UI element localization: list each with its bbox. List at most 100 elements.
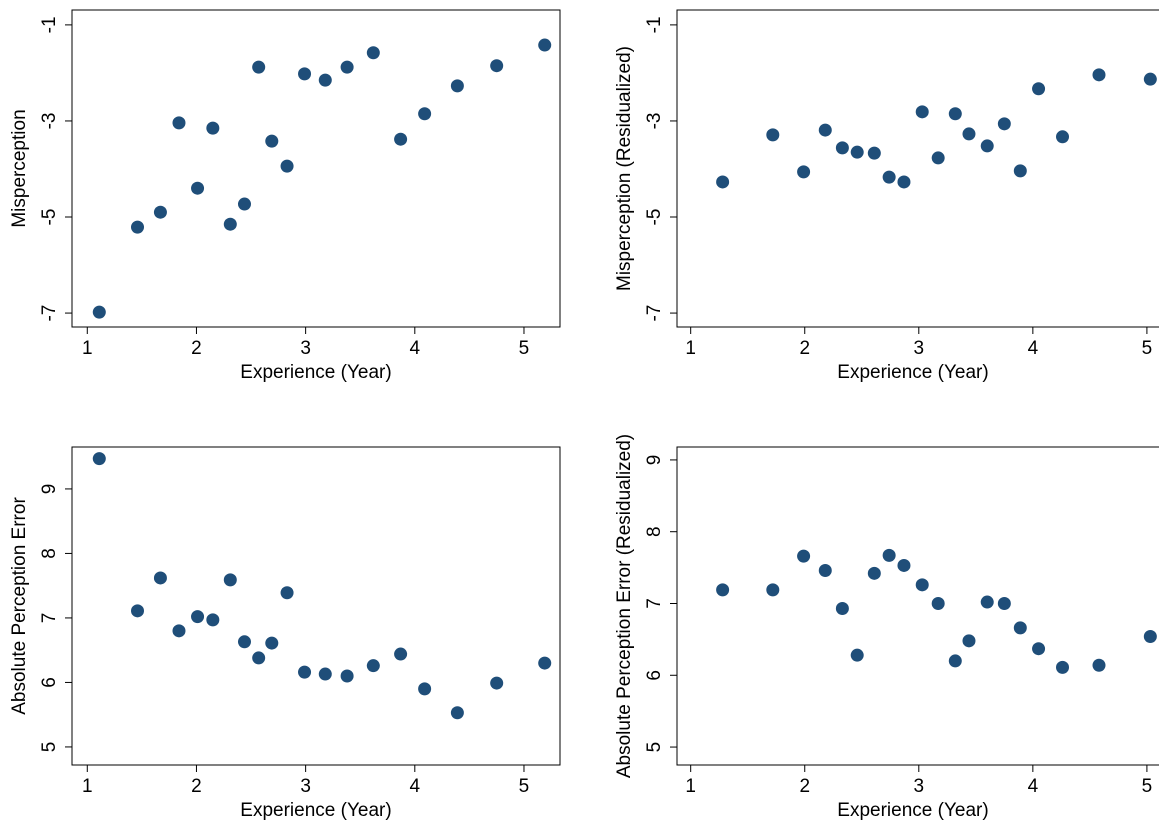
point <box>931 151 945 165</box>
x-axis-title: Experience (Year) <box>240 362 391 383</box>
point <box>490 59 504 73</box>
point <box>766 128 780 142</box>
x-tick-label: 5 <box>1142 338 1153 359</box>
y-tick-label: 7 <box>644 598 665 609</box>
point <box>340 669 354 683</box>
x-tick-label: 3 <box>300 776 311 797</box>
y-tick-label: -5 <box>644 209 665 226</box>
y-tick-label: 9 <box>644 455 665 466</box>
point <box>931 596 945 610</box>
y-tick-label: 5 <box>39 742 60 753</box>
y-tick-label: -7 <box>644 305 665 322</box>
x-tick-label: 4 <box>410 338 421 359</box>
point <box>962 634 976 648</box>
point <box>1143 72 1157 86</box>
plot-frame <box>71 446 561 766</box>
point <box>948 654 962 668</box>
point <box>131 220 145 234</box>
point <box>962 127 976 141</box>
point <box>366 46 380 60</box>
plot-frame <box>676 446 1159 766</box>
x-tick-label: 1 <box>685 338 696 359</box>
point <box>206 121 220 135</box>
point <box>818 563 832 577</box>
point <box>153 205 167 219</box>
y-tick-label: 9 <box>39 484 60 495</box>
point <box>172 624 186 638</box>
point <box>252 651 266 665</box>
x-tick-label: 3 <box>300 338 311 359</box>
point <box>835 602 849 616</box>
point <box>980 595 994 609</box>
y-tick-label: -5 <box>39 209 60 226</box>
point <box>490 676 504 690</box>
point <box>394 132 408 146</box>
x-tick-label: 5 <box>1142 776 1153 797</box>
plot-frame <box>676 9 1159 328</box>
y-tick-label: 7 <box>39 613 60 624</box>
y-tick-label: 8 <box>644 526 665 537</box>
point <box>191 610 205 624</box>
point <box>538 656 552 670</box>
point <box>797 549 811 563</box>
point <box>265 134 279 148</box>
x-tick-label: 5 <box>519 776 530 797</box>
x-tick-label: 4 <box>1028 338 1039 359</box>
y-tick-label: 5 <box>644 742 665 753</box>
point <box>867 146 881 160</box>
x-tick-label: 4 <box>410 776 421 797</box>
point <box>1013 164 1027 178</box>
point <box>172 116 186 130</box>
y-axis-title: Misperception <box>9 109 30 227</box>
point <box>191 181 205 195</box>
x-tick-label: 2 <box>799 776 810 797</box>
point <box>252 60 266 74</box>
point <box>1143 630 1157 644</box>
point <box>766 583 780 597</box>
point <box>797 165 811 179</box>
y-tick-label: -1 <box>39 16 60 33</box>
point <box>318 73 332 87</box>
point <box>818 123 832 137</box>
y-tick-label: -1 <box>644 16 665 33</box>
x-tick-label: 1 <box>685 776 696 797</box>
point <box>850 648 864 662</box>
y-tick-label: -3 <box>39 112 60 129</box>
point <box>867 566 881 580</box>
point <box>897 558 911 572</box>
point <box>915 578 929 592</box>
x-tick-label: 5 <box>519 338 530 359</box>
point <box>340 60 354 74</box>
point <box>716 175 730 189</box>
point <box>206 613 220 627</box>
point <box>1056 130 1070 144</box>
point <box>450 706 464 720</box>
y-tick-label: -7 <box>39 305 60 322</box>
x-tick-label: 3 <box>914 338 925 359</box>
x-axis-title: Experience (Year) <box>837 362 988 383</box>
point <box>418 682 432 696</box>
x-tick-label: 1 <box>82 338 93 359</box>
point <box>280 586 294 600</box>
point <box>92 452 106 466</box>
point <box>835 141 849 155</box>
point <box>394 647 408 661</box>
point <box>850 145 864 159</box>
point <box>153 571 167 585</box>
point <box>1092 68 1106 82</box>
y-axis-title: Absolute Perception Error <box>9 497 30 715</box>
point <box>418 107 432 121</box>
point <box>298 665 312 679</box>
point <box>997 117 1011 131</box>
point <box>450 79 464 93</box>
x-tick-label: 1 <box>82 776 93 797</box>
y-tick-label: 6 <box>644 670 665 681</box>
point <box>280 159 294 173</box>
y-tick-label: -3 <box>644 112 665 129</box>
point <box>1056 660 1070 674</box>
point <box>716 583 730 597</box>
x-tick-label: 2 <box>799 338 810 359</box>
x-tick-label: 2 <box>191 776 202 797</box>
point <box>131 604 145 618</box>
